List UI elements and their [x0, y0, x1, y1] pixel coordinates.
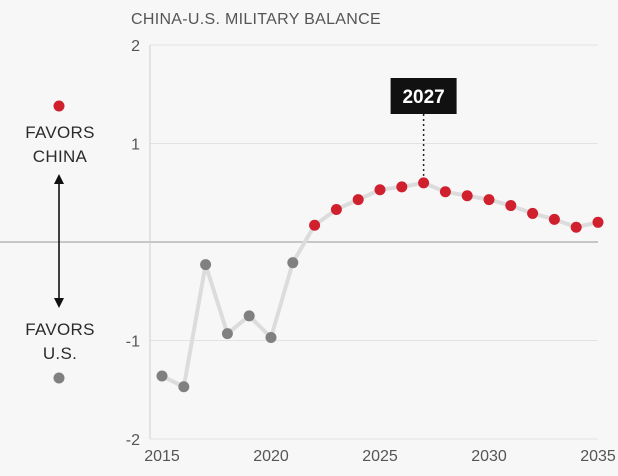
annotation-box-0 [390, 78, 457, 114]
point-projected-2022 [309, 219, 321, 231]
annotations: 2027 [390, 78, 457, 176]
grid [0, 44, 598, 440]
x-tick-label-3: 2030 [471, 448, 507, 465]
point-observed-2018 [221, 328, 233, 340]
y-tick-label-1: 1 [131, 137, 140, 154]
chart-title: CHINA-U.S. MILITARY BALANCE [131, 11, 381, 28]
point-observed-2020 [265, 332, 277, 344]
point-projected-2026 [396, 181, 408, 193]
legend-dot-us [53, 372, 65, 384]
y-tick-label-3: -2 [126, 432, 140, 449]
point-projected-2032 [527, 207, 539, 219]
legend-dot-china [53, 100, 65, 112]
point-observed-2021 [287, 257, 299, 269]
legend-label-us: FAVORS U.S. [25, 320, 95, 363]
point-projected-2029 [461, 190, 473, 202]
point-projected-2035 [592, 216, 604, 228]
legend-marks [53, 100, 65, 384]
point-observed-2019 [243, 310, 255, 322]
x-tick-label-4: 2035 [580, 448, 616, 465]
y-tick-label-2: -1 [126, 334, 140, 351]
x-tick-label-2: 2025 [362, 448, 398, 465]
arrow-head-down [54, 298, 64, 308]
point-projected-2023 [330, 203, 342, 215]
arrow-head-up [54, 174, 64, 184]
point-projected-2033 [548, 213, 560, 225]
point-projected-2024 [352, 194, 364, 206]
point-projected-2027 [418, 177, 430, 189]
y-tick-label-0: 2 [131, 38, 140, 55]
point-projected-2034 [570, 221, 582, 233]
legend-label-china: FAVORS CHINA [25, 123, 95, 166]
point-projected-2031 [505, 200, 517, 212]
x-tick-label-1: 2020 [253, 448, 289, 465]
point-observed-2017 [200, 259, 212, 271]
x-tick-label-0: 2015 [144, 448, 180, 465]
annotation-label-0: 2027 [402, 87, 444, 108]
point-observed-2015 [156, 370, 168, 382]
point-projected-2025 [374, 184, 386, 196]
point-observed-2016 [178, 381, 190, 393]
data-points [156, 177, 604, 393]
point-projected-2030 [483, 194, 495, 206]
point-projected-2028 [439, 186, 451, 198]
